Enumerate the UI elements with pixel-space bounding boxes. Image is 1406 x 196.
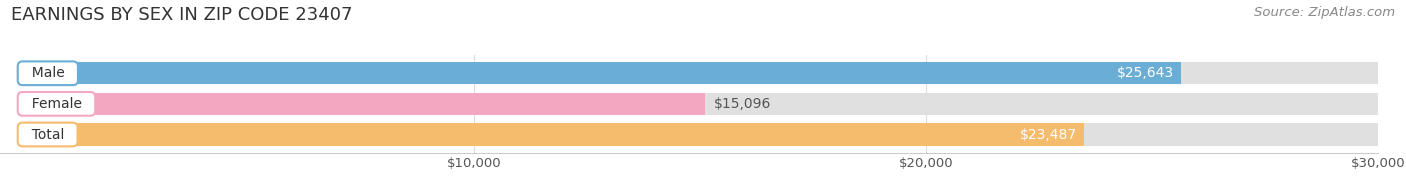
Bar bbox=[22, 123, 1378, 145]
Text: Male: Male bbox=[22, 66, 73, 80]
Text: $25,643: $25,643 bbox=[1118, 66, 1174, 80]
Text: EARNINGS BY SEX IN ZIP CODE 23407: EARNINGS BY SEX IN ZIP CODE 23407 bbox=[11, 6, 353, 24]
Bar bbox=[22, 93, 704, 115]
Text: $15,096: $15,096 bbox=[714, 97, 772, 111]
Text: Source: ZipAtlas.com: Source: ZipAtlas.com bbox=[1254, 6, 1395, 19]
Bar bbox=[22, 123, 1084, 145]
Bar bbox=[22, 62, 1181, 84]
Text: Female: Female bbox=[22, 97, 90, 111]
Text: Total: Total bbox=[22, 128, 73, 142]
Bar bbox=[22, 93, 1378, 115]
Text: $23,487: $23,487 bbox=[1019, 128, 1077, 142]
Bar bbox=[22, 62, 1378, 84]
